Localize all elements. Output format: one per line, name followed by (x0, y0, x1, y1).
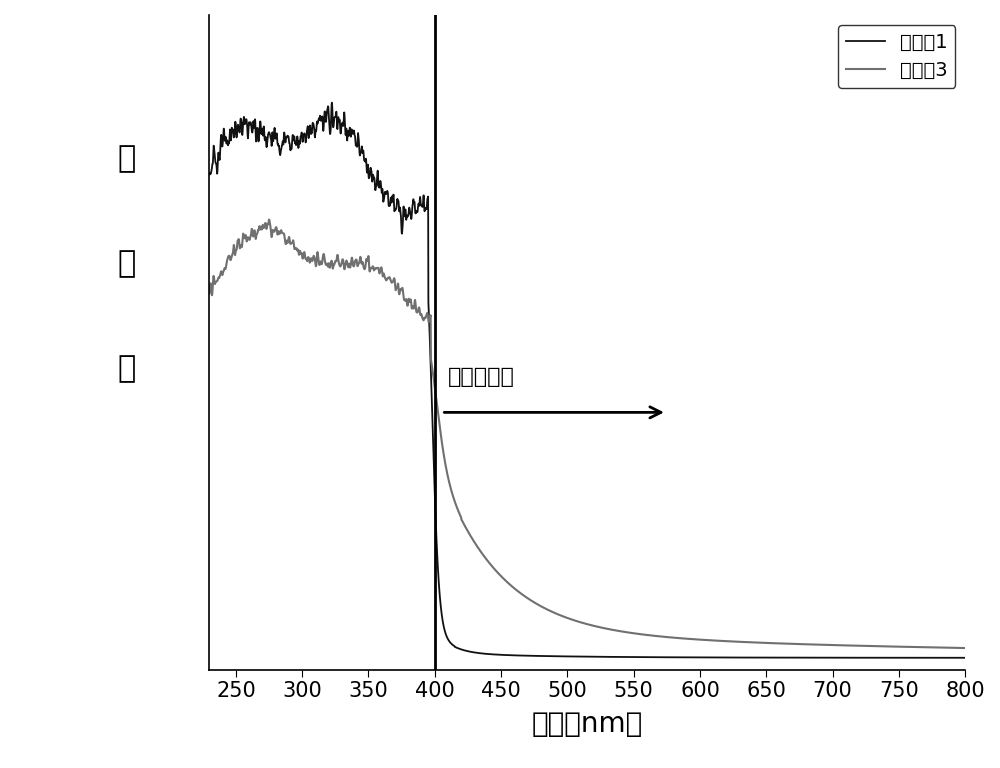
实施例1 (290, 137, 302, 147)
Line: 实施例1: 实施例1 (209, 103, 965, 657)
实施例1 (335, 129, 347, 138)
实施例3 (526, 597, 538, 606)
实施例1 (203, 170, 215, 179)
实施例1 (945, 653, 957, 662)
实施例1 (493, 650, 505, 660)
实施例1 (326, 98, 338, 108)
Text: 收: 收 (117, 249, 135, 278)
实施例3 (335, 261, 347, 270)
实施例3 (203, 289, 215, 298)
Text: 可见光区域: 可见光区域 (448, 367, 515, 387)
实施例3 (263, 215, 275, 224)
实施例3 (959, 644, 971, 653)
实施例3 (863, 641, 875, 650)
实施例1 (863, 653, 875, 662)
实施例3 (945, 643, 957, 652)
实施例1 (959, 653, 971, 662)
实施例3 (493, 570, 505, 579)
Line: 实施例3: 实施例3 (209, 220, 965, 648)
实施例1 (526, 651, 538, 660)
X-axis label: 波长（nm）: 波长（nm） (532, 710, 643, 737)
Text: 吸: 吸 (117, 144, 135, 174)
Legend: 实施例1, 实施例3: 实施例1, 实施例3 (838, 25, 955, 88)
实施例3 (290, 243, 302, 253)
Text: 值: 值 (117, 354, 135, 383)
